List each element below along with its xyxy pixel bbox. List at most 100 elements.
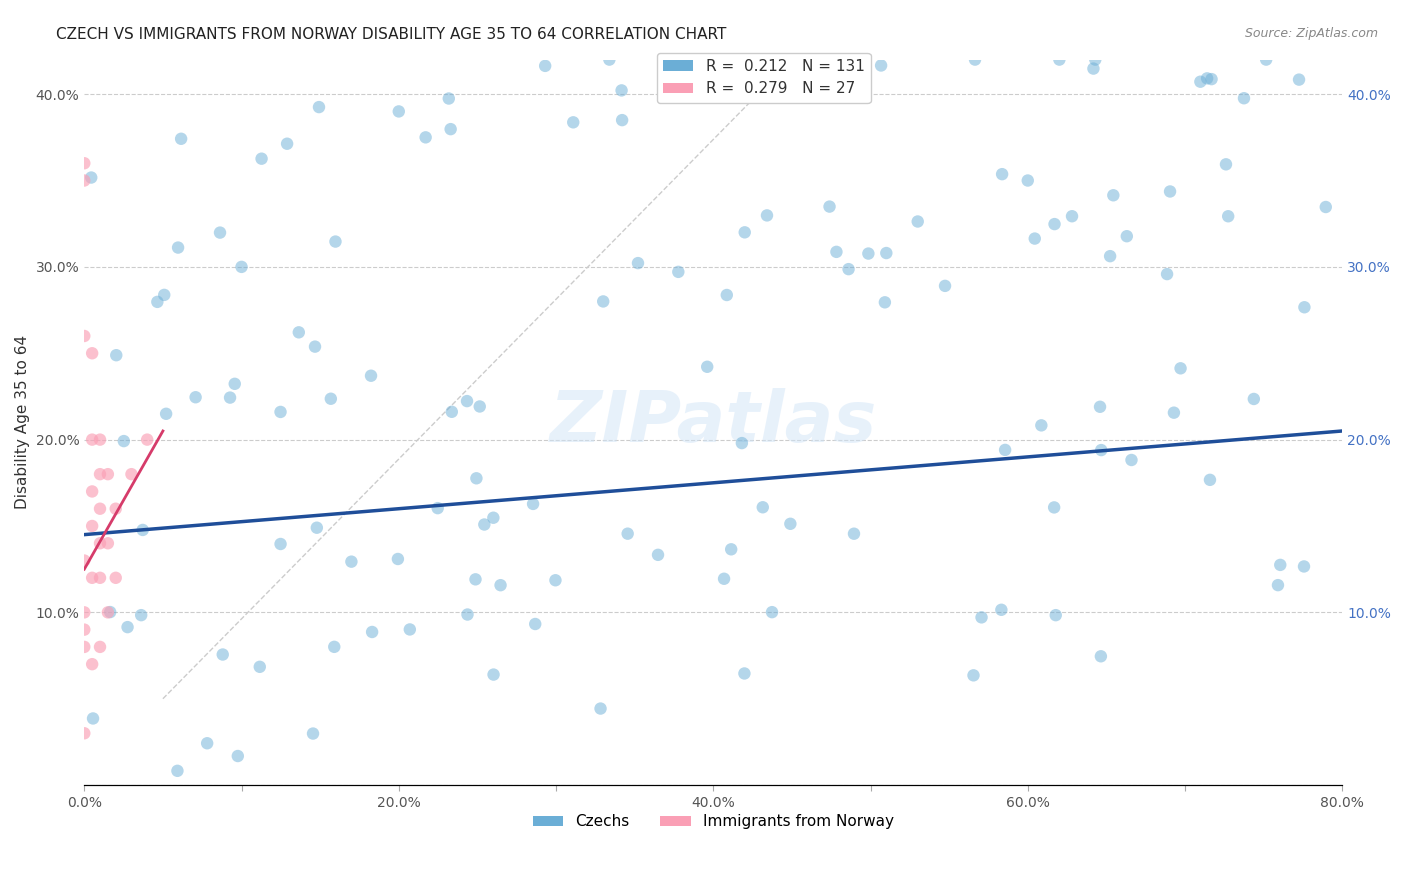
Czechs [1215,157,1237,171]
Czechs [302,726,325,740]
Immigrants from Norway [73,726,96,740]
Immigrants from Norway [104,571,127,585]
Immigrants from Norway [73,605,96,619]
Czechs [870,58,893,72]
Czechs [1288,72,1310,87]
Czechs [1163,406,1185,420]
Czechs [112,434,135,448]
Czechs [361,625,384,640]
Czechs [146,294,169,309]
Czechs [440,122,463,136]
Czechs [224,376,246,391]
Czechs [827,54,849,68]
Czechs [1045,608,1067,623]
Czechs [598,53,620,67]
Czechs [1115,229,1137,244]
Immigrants from Norway [97,536,120,550]
Immigrants from Norway [82,571,104,585]
Czechs [1292,559,1315,574]
Czechs [610,83,633,97]
Czechs [482,510,505,524]
Czechs [464,572,486,586]
Czechs [465,471,488,485]
Czechs [727,70,749,84]
Czechs [818,200,841,214]
Czechs [752,500,775,515]
Czechs [963,53,986,67]
Czechs [838,262,860,277]
Czechs [994,442,1017,457]
Czechs [219,391,242,405]
Czechs [184,390,207,404]
Czechs [647,548,669,562]
Czechs [734,225,756,239]
Immigrants from Norway [89,433,111,447]
Czechs [1121,453,1143,467]
Czechs [270,405,292,419]
Czechs [1218,209,1240,223]
Czechs [1031,418,1053,433]
Czechs [1156,267,1178,281]
Czechs [1233,91,1256,105]
Czechs [153,288,176,302]
Czechs [1294,300,1316,314]
Czechs [231,260,253,274]
Czechs [610,113,633,128]
Immigrants from Norway [89,640,111,654]
Text: CZECH VS IMMIGRANTS FROM NORWAY DISABILITY AGE 35 TO 64 CORRELATION CHART: CZECH VS IMMIGRANTS FROM NORWAY DISABILI… [56,27,727,42]
Czechs [129,608,152,623]
Czechs [1102,188,1125,202]
Czechs [1197,71,1219,86]
Czechs [991,167,1014,181]
Immigrants from Norway [89,467,111,482]
Czechs [1090,443,1112,458]
Y-axis label: Disability Age 35 to 64: Disability Age 35 to 64 [15,335,30,509]
Immigrants from Norway [82,519,104,533]
Czechs [1270,558,1292,572]
Czechs [873,295,896,310]
Czechs [208,226,231,240]
Czechs [756,208,779,222]
Immigrants from Norway [136,433,159,447]
Czechs [468,400,491,414]
Czechs [534,59,557,73]
Czechs [398,623,420,637]
Czechs [387,552,409,566]
Czechs [195,736,218,750]
Czechs [1043,217,1066,231]
Immigrants from Norway [82,346,104,360]
Immigrants from Norway [97,467,120,482]
Czechs [627,256,650,270]
Czechs [98,605,121,619]
Immigrants from Norway [82,433,104,447]
Czechs [426,501,449,516]
Czechs [105,348,128,362]
Immigrants from Norway [73,553,96,567]
Czechs [825,244,848,259]
Immigrants from Norway [104,501,127,516]
Czechs [934,278,956,293]
Czechs [167,241,190,255]
Czechs [544,574,567,588]
Czechs [1024,231,1046,245]
Czechs [325,235,347,249]
Czechs [1088,400,1111,414]
Czechs [1243,392,1265,406]
Czechs [437,91,460,105]
Czechs [440,405,463,419]
Czechs [720,542,742,557]
Czechs [761,605,783,619]
Czechs [456,394,478,409]
Czechs [250,152,273,166]
Czechs [1017,173,1039,187]
Czechs [731,436,754,450]
Czechs [166,764,188,778]
Czechs [990,603,1012,617]
Czechs [308,100,330,114]
Czechs [117,620,139,634]
Czechs [1159,185,1181,199]
Immigrants from Norway [82,484,104,499]
Immigrants from Norway [97,605,120,619]
Czechs [592,294,614,309]
Czechs [1043,500,1066,515]
